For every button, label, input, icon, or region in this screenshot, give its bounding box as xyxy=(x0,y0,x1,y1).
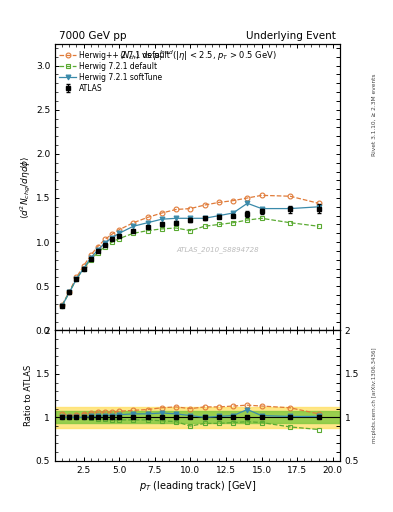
Herwig 7.2.1 softTune xyxy=(131,223,136,229)
Text: 7000 GeV pp: 7000 GeV pp xyxy=(59,31,127,41)
Herwig++ 2.7.1 default xyxy=(259,193,264,199)
Line: Herwig++ 2.7.1 default: Herwig++ 2.7.1 default xyxy=(60,193,321,307)
Herwig 7.2.1 default xyxy=(131,230,136,237)
Text: Underlying Event: Underlying Event xyxy=(246,31,336,41)
Herwig++ 2.7.1 default xyxy=(81,263,86,269)
Herwig 7.2.1 default xyxy=(95,250,100,256)
Herwig 7.2.1 default xyxy=(145,227,150,233)
Herwig 7.2.1 default xyxy=(60,303,64,309)
Herwig 7.2.1 softTune xyxy=(145,220,150,226)
Herwig 7.2.1 softTune xyxy=(174,215,178,221)
Herwig++ 2.7.1 default xyxy=(245,195,250,201)
Bar xyxy=(55,407,340,428)
X-axis label: $p_T$ (leading track) [GeV]: $p_T$ (leading track) [GeV] xyxy=(139,479,256,493)
Herwig 7.2.1 default xyxy=(174,225,178,231)
Herwig++ 2.7.1 default xyxy=(131,220,136,226)
Herwig 7.2.1 softTune xyxy=(110,234,114,241)
Y-axis label: Ratio to ATLAS: Ratio to ATLAS xyxy=(24,365,33,426)
Herwig 7.2.1 softTune xyxy=(160,216,164,222)
Herwig 7.2.1 default xyxy=(110,239,114,245)
Herwig++ 2.7.1 default xyxy=(145,215,150,221)
Herwig++ 2.7.1 default xyxy=(217,199,221,205)
Herwig 7.2.1 softTune xyxy=(231,210,235,216)
Herwig 7.2.1 default xyxy=(81,266,86,272)
Line: Herwig 7.2.1 default: Herwig 7.2.1 default xyxy=(60,216,321,308)
Herwig 7.2.1 default xyxy=(188,227,193,233)
Herwig++ 2.7.1 default xyxy=(95,244,100,250)
Herwig++ 2.7.1 default xyxy=(174,206,178,212)
Herwig 7.2.1 default xyxy=(245,217,250,223)
Herwig 7.2.1 softTune xyxy=(117,230,121,237)
Herwig 7.2.1 softTune xyxy=(188,215,193,221)
Herwig 7.2.1 softTune xyxy=(316,204,321,210)
Herwig 7.2.1 softTune xyxy=(217,212,221,219)
Herwig 7.2.1 default xyxy=(259,215,264,221)
Herwig 7.2.1 default xyxy=(316,223,321,229)
Y-axis label: $\langle d^2 N_{chg}/d\eta d\phi \rangle$: $\langle d^2 N_{chg}/d\eta d\phi \rangle… xyxy=(18,155,33,219)
Herwig 7.2.1 softTune xyxy=(81,266,86,272)
Line: Herwig 7.2.1 softTune: Herwig 7.2.1 softTune xyxy=(60,201,321,308)
Herwig++ 2.7.1 default xyxy=(188,205,193,211)
Herwig++ 2.7.1 default xyxy=(117,227,121,233)
Herwig++ 2.7.1 default xyxy=(202,202,207,208)
Herwig 7.2.1 default xyxy=(103,244,107,250)
Herwig 7.2.1 softTune xyxy=(103,240,107,246)
Herwig++ 2.7.1 default xyxy=(60,302,64,308)
Herwig 7.2.1 softTune xyxy=(288,205,292,211)
Legend: Herwig++ 2.7.1 default, Herwig 7.2.1 default, Herwig 7.2.1 softTune, ATLAS: Herwig++ 2.7.1 default, Herwig 7.2.1 def… xyxy=(58,49,172,94)
Herwig 7.2.1 default xyxy=(74,276,79,282)
Herwig++ 2.7.1 default xyxy=(110,231,114,237)
Herwig 7.2.1 default xyxy=(231,220,235,226)
Herwig 7.2.1 default xyxy=(202,223,207,229)
Herwig++ 2.7.1 default xyxy=(67,288,72,294)
Herwig++ 2.7.1 default xyxy=(103,237,107,243)
Bar xyxy=(55,411,340,423)
Text: ATLAS_2010_S8894728: ATLAS_2010_S8894728 xyxy=(176,247,259,253)
Herwig 7.2.1 default xyxy=(67,289,72,295)
Herwig++ 2.7.1 default xyxy=(288,193,292,199)
Herwig 7.2.1 default xyxy=(217,221,221,227)
Text: $\langle N_{ch}\rangle$ vs $p_T^{lead}$($|\eta|$ < 2.5, $p_T$ > 0.5 GeV): $\langle N_{ch}\rangle$ vs $p_T^{lead}$(… xyxy=(119,48,276,63)
Herwig 7.2.1 softTune xyxy=(88,255,93,261)
Herwig 7.2.1 softTune xyxy=(202,215,207,221)
Herwig 7.2.1 softTune xyxy=(74,276,79,282)
Herwig++ 2.7.1 default xyxy=(160,210,164,216)
Herwig 7.2.1 softTune xyxy=(259,205,264,211)
Herwig++ 2.7.1 default xyxy=(316,200,321,206)
Herwig++ 2.7.1 default xyxy=(231,198,235,204)
Herwig 7.2.1 default xyxy=(288,220,292,226)
Herwig++ 2.7.1 default xyxy=(88,252,93,259)
Herwig++ 2.7.1 default xyxy=(74,274,79,281)
Herwig 7.2.1 softTune xyxy=(95,247,100,253)
Text: Rivet 3.1.10, ≥ 2.3M events: Rivet 3.1.10, ≥ 2.3M events xyxy=(372,74,376,157)
Herwig 7.2.1 softTune xyxy=(245,200,250,206)
Text: mcplots.cern.ch [arXiv:1306.3436]: mcplots.cern.ch [arXiv:1306.3436] xyxy=(372,348,376,443)
Herwig 7.2.1 softTune xyxy=(67,289,72,295)
Herwig 7.2.1 default xyxy=(160,226,164,232)
Herwig 7.2.1 default xyxy=(117,236,121,242)
Herwig 7.2.1 default xyxy=(88,257,93,263)
Herwig 7.2.1 softTune xyxy=(60,303,64,309)
